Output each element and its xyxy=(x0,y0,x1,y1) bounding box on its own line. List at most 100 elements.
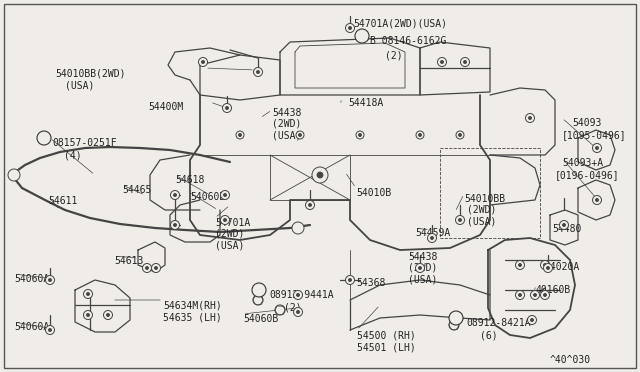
Circle shape xyxy=(305,201,314,209)
Text: 54500 (RH): 54500 (RH) xyxy=(357,330,416,340)
Circle shape xyxy=(154,266,157,269)
Circle shape xyxy=(518,294,522,296)
Text: 54418A: 54418A xyxy=(348,98,383,108)
Circle shape xyxy=(593,196,602,205)
Text: 08912-9441A: 08912-9441A xyxy=(269,290,333,300)
Bar xyxy=(440,148,540,238)
Circle shape xyxy=(541,260,550,269)
Circle shape xyxy=(416,131,424,139)
Circle shape xyxy=(253,295,263,305)
Text: (2WD): (2WD) xyxy=(215,229,244,239)
Text: 54010BB: 54010BB xyxy=(464,194,505,204)
Text: 54613: 54613 xyxy=(114,256,143,266)
Circle shape xyxy=(86,314,90,317)
Circle shape xyxy=(173,193,177,196)
Text: (USA): (USA) xyxy=(65,81,94,91)
Circle shape xyxy=(515,260,525,269)
Circle shape xyxy=(257,71,259,74)
Text: (2WD): (2WD) xyxy=(467,205,497,215)
Circle shape xyxy=(86,292,90,295)
Text: (2): (2) xyxy=(385,50,403,60)
Text: 54635 (LH): 54635 (LH) xyxy=(163,312,221,322)
Circle shape xyxy=(415,263,424,273)
Circle shape xyxy=(563,224,566,227)
Circle shape xyxy=(173,224,177,227)
Text: 54060B: 54060B xyxy=(243,314,278,324)
Text: (4): (4) xyxy=(64,150,82,160)
Text: 54060A: 54060A xyxy=(14,322,49,332)
Circle shape xyxy=(294,291,303,299)
Circle shape xyxy=(527,315,536,324)
Circle shape xyxy=(104,311,113,320)
Circle shape xyxy=(356,131,364,139)
Circle shape xyxy=(83,289,93,298)
Circle shape xyxy=(275,305,285,315)
Circle shape xyxy=(145,266,148,269)
Circle shape xyxy=(236,131,244,139)
Circle shape xyxy=(292,222,304,234)
Text: 54611: 54611 xyxy=(48,196,77,206)
Circle shape xyxy=(534,294,536,296)
Circle shape xyxy=(253,67,262,77)
Circle shape xyxy=(45,326,54,334)
Circle shape xyxy=(559,221,568,230)
Circle shape xyxy=(223,103,232,112)
Circle shape xyxy=(49,328,51,331)
Text: 54093+A: 54093+A xyxy=(562,158,603,168)
Circle shape xyxy=(198,58,207,67)
Circle shape xyxy=(239,134,241,137)
Text: N: N xyxy=(454,314,458,323)
Circle shape xyxy=(595,147,598,150)
Circle shape xyxy=(449,311,463,325)
Circle shape xyxy=(312,167,328,183)
Circle shape xyxy=(543,263,552,273)
Circle shape xyxy=(308,203,312,206)
Circle shape xyxy=(296,311,300,314)
Text: 54093: 54093 xyxy=(572,118,602,128)
Circle shape xyxy=(438,58,447,67)
Circle shape xyxy=(543,294,547,296)
Circle shape xyxy=(458,218,461,221)
Circle shape xyxy=(547,266,550,269)
Circle shape xyxy=(525,113,534,122)
Circle shape xyxy=(518,263,522,266)
Circle shape xyxy=(252,283,266,297)
Text: 54634M(RH): 54634M(RH) xyxy=(163,300,221,310)
Circle shape xyxy=(349,279,351,282)
Circle shape xyxy=(529,116,531,119)
Text: 40160B: 40160B xyxy=(536,285,572,295)
Circle shape xyxy=(543,263,547,266)
Circle shape xyxy=(296,294,300,296)
Text: 54459A: 54459A xyxy=(415,228,451,238)
Circle shape xyxy=(221,215,230,224)
Circle shape xyxy=(170,221,179,230)
Text: (USA): (USA) xyxy=(215,240,244,250)
Circle shape xyxy=(8,169,20,181)
Text: 54438: 54438 xyxy=(408,252,437,262)
Text: 54060A: 54060A xyxy=(14,274,49,284)
Circle shape xyxy=(152,263,161,273)
Circle shape xyxy=(221,190,230,199)
Circle shape xyxy=(456,131,464,139)
Circle shape xyxy=(456,215,465,224)
Circle shape xyxy=(449,320,459,330)
Text: 54480: 54480 xyxy=(552,224,581,234)
Circle shape xyxy=(349,26,351,29)
Circle shape xyxy=(225,106,228,109)
Circle shape xyxy=(45,276,54,285)
Text: ^40^030: ^40^030 xyxy=(550,355,591,365)
Circle shape xyxy=(296,131,304,139)
Text: (USA): (USA) xyxy=(272,130,301,140)
Circle shape xyxy=(595,199,598,202)
Text: 54438: 54438 xyxy=(272,108,301,118)
Text: 54400M: 54400M xyxy=(148,102,183,112)
Text: (2WD): (2WD) xyxy=(272,119,301,129)
Circle shape xyxy=(223,193,227,196)
Circle shape xyxy=(294,308,303,317)
Text: (USA): (USA) xyxy=(467,216,497,226)
Text: 54060B: 54060B xyxy=(190,192,225,202)
Circle shape xyxy=(541,291,550,299)
Circle shape xyxy=(358,134,362,137)
Circle shape xyxy=(106,314,109,317)
Circle shape xyxy=(593,144,602,153)
